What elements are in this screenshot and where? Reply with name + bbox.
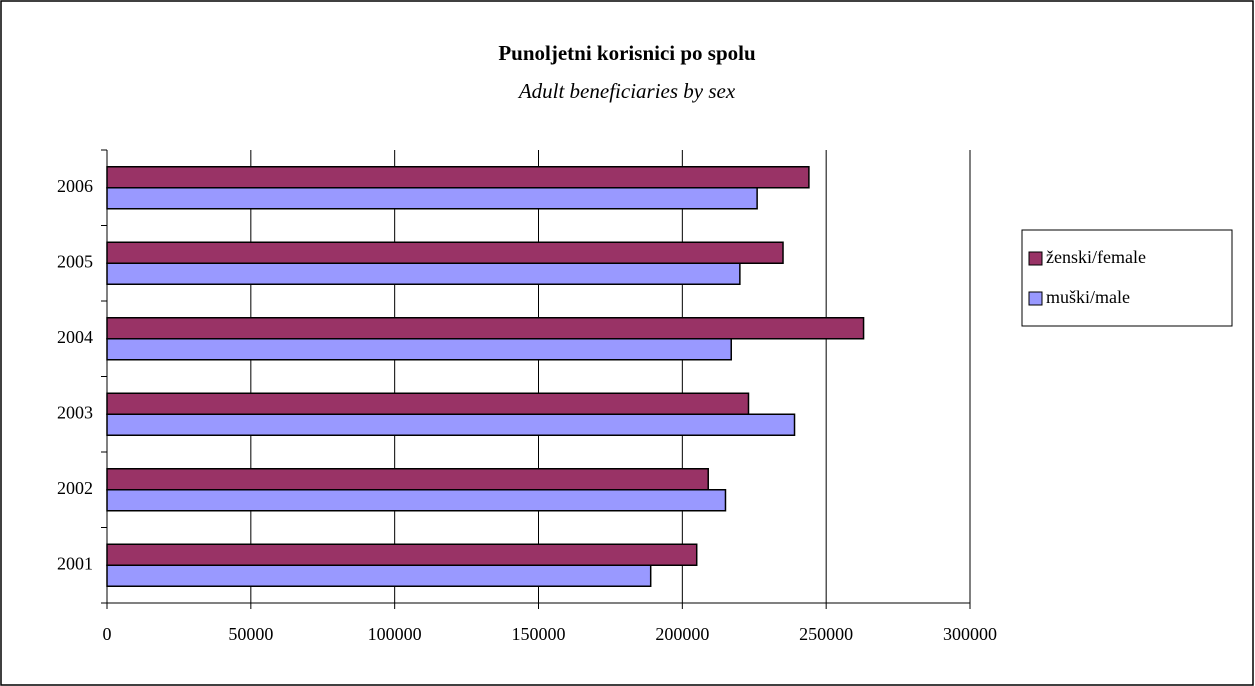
legend-box xyxy=(1021,229,1233,327)
bar xyxy=(106,262,741,285)
bar xyxy=(106,187,758,210)
y-tick-label: 2003 xyxy=(57,402,93,422)
bar xyxy=(106,166,810,189)
y-tick-label: 2001 xyxy=(57,553,93,573)
legend-swatch xyxy=(1028,251,1043,266)
x-tick-label: 0 xyxy=(103,624,112,644)
x-tick-label: 250000 xyxy=(799,624,853,644)
y-tick-label: 2002 xyxy=(57,478,93,498)
y-tick-label: 2004 xyxy=(57,327,93,347)
bar xyxy=(106,241,784,264)
chart-subtitle: Adult beneficiaries by sex xyxy=(517,79,736,103)
bar xyxy=(106,564,652,587)
bar xyxy=(106,317,865,340)
x-tick-label: 300000 xyxy=(943,624,997,644)
legend-label: muški/male xyxy=(1046,287,1130,307)
bar xyxy=(106,489,727,512)
x-tick-label: 100000 xyxy=(368,624,422,644)
bar xyxy=(106,543,698,566)
y-tick-label: 2005 xyxy=(57,251,93,271)
bar xyxy=(106,338,732,361)
bar xyxy=(106,413,796,436)
y-tick-label: 2006 xyxy=(57,176,93,196)
legend-swatch xyxy=(1028,291,1043,306)
x-tick-label: 50000 xyxy=(228,624,273,644)
bar xyxy=(106,392,750,415)
x-tick-label: 200000 xyxy=(655,624,709,644)
chart-title: Punoljetni korisnici po spolu xyxy=(498,41,756,65)
x-tick-label: 150000 xyxy=(512,624,566,644)
bar xyxy=(106,468,709,491)
legend-label: ženski/female xyxy=(1046,247,1146,267)
